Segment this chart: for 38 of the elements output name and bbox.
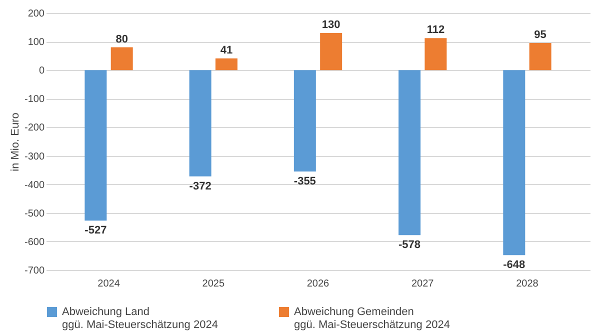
bar xyxy=(215,58,238,70)
y-tick-label: -700 xyxy=(24,266,45,276)
data-label: 41 xyxy=(220,44,233,56)
y-tick-label: 200 xyxy=(28,8,45,20)
legend-label: Abweichung Gemeinden ggü. Mai-Steuerschätzung 2024 xyxy=(294,306,450,331)
bar xyxy=(503,70,526,256)
data-label: 95 xyxy=(534,28,546,41)
legend-label: Abweichung Land ggü. Mai-Steuerschätzung 2024 xyxy=(62,306,218,331)
bar xyxy=(110,47,133,70)
y-axis-title: in Mio. Euro xyxy=(9,112,22,172)
y-tick-label: 100 xyxy=(28,37,45,48)
bar xyxy=(529,42,552,70)
y-tick-label: -300 xyxy=(24,151,45,162)
bar xyxy=(189,70,212,176)
y-tick-label: -500 xyxy=(24,208,45,220)
y-tick-label: -600 xyxy=(24,236,45,248)
y-tick-label: 0 xyxy=(38,66,45,77)
data-label: -355 xyxy=(294,175,316,188)
y-tick-label: -100 xyxy=(24,94,45,106)
y-tick-label: -200 xyxy=(24,122,45,134)
data-label: -372 xyxy=(189,180,212,192)
bar xyxy=(424,38,447,70)
data-label: 80 xyxy=(116,33,128,46)
data-label: 112 xyxy=(426,24,445,36)
bar xyxy=(84,70,107,221)
bar xyxy=(398,70,421,236)
x-tick-label: 2024 xyxy=(98,278,120,290)
bar xyxy=(320,32,342,70)
bar xyxy=(294,70,316,172)
data-label: 130 xyxy=(322,18,340,31)
x-tick-label: 2028 xyxy=(516,278,539,290)
y-tick-label: -400 xyxy=(24,180,45,191)
x-tick-label: 2027 xyxy=(411,278,434,290)
data-label: -648 xyxy=(503,259,526,272)
x-tick-label: 2026 xyxy=(306,278,330,290)
data-label: -578 xyxy=(398,239,421,252)
data-label: -527 xyxy=(84,224,107,237)
x-tick-label: 2025 xyxy=(202,278,225,290)
